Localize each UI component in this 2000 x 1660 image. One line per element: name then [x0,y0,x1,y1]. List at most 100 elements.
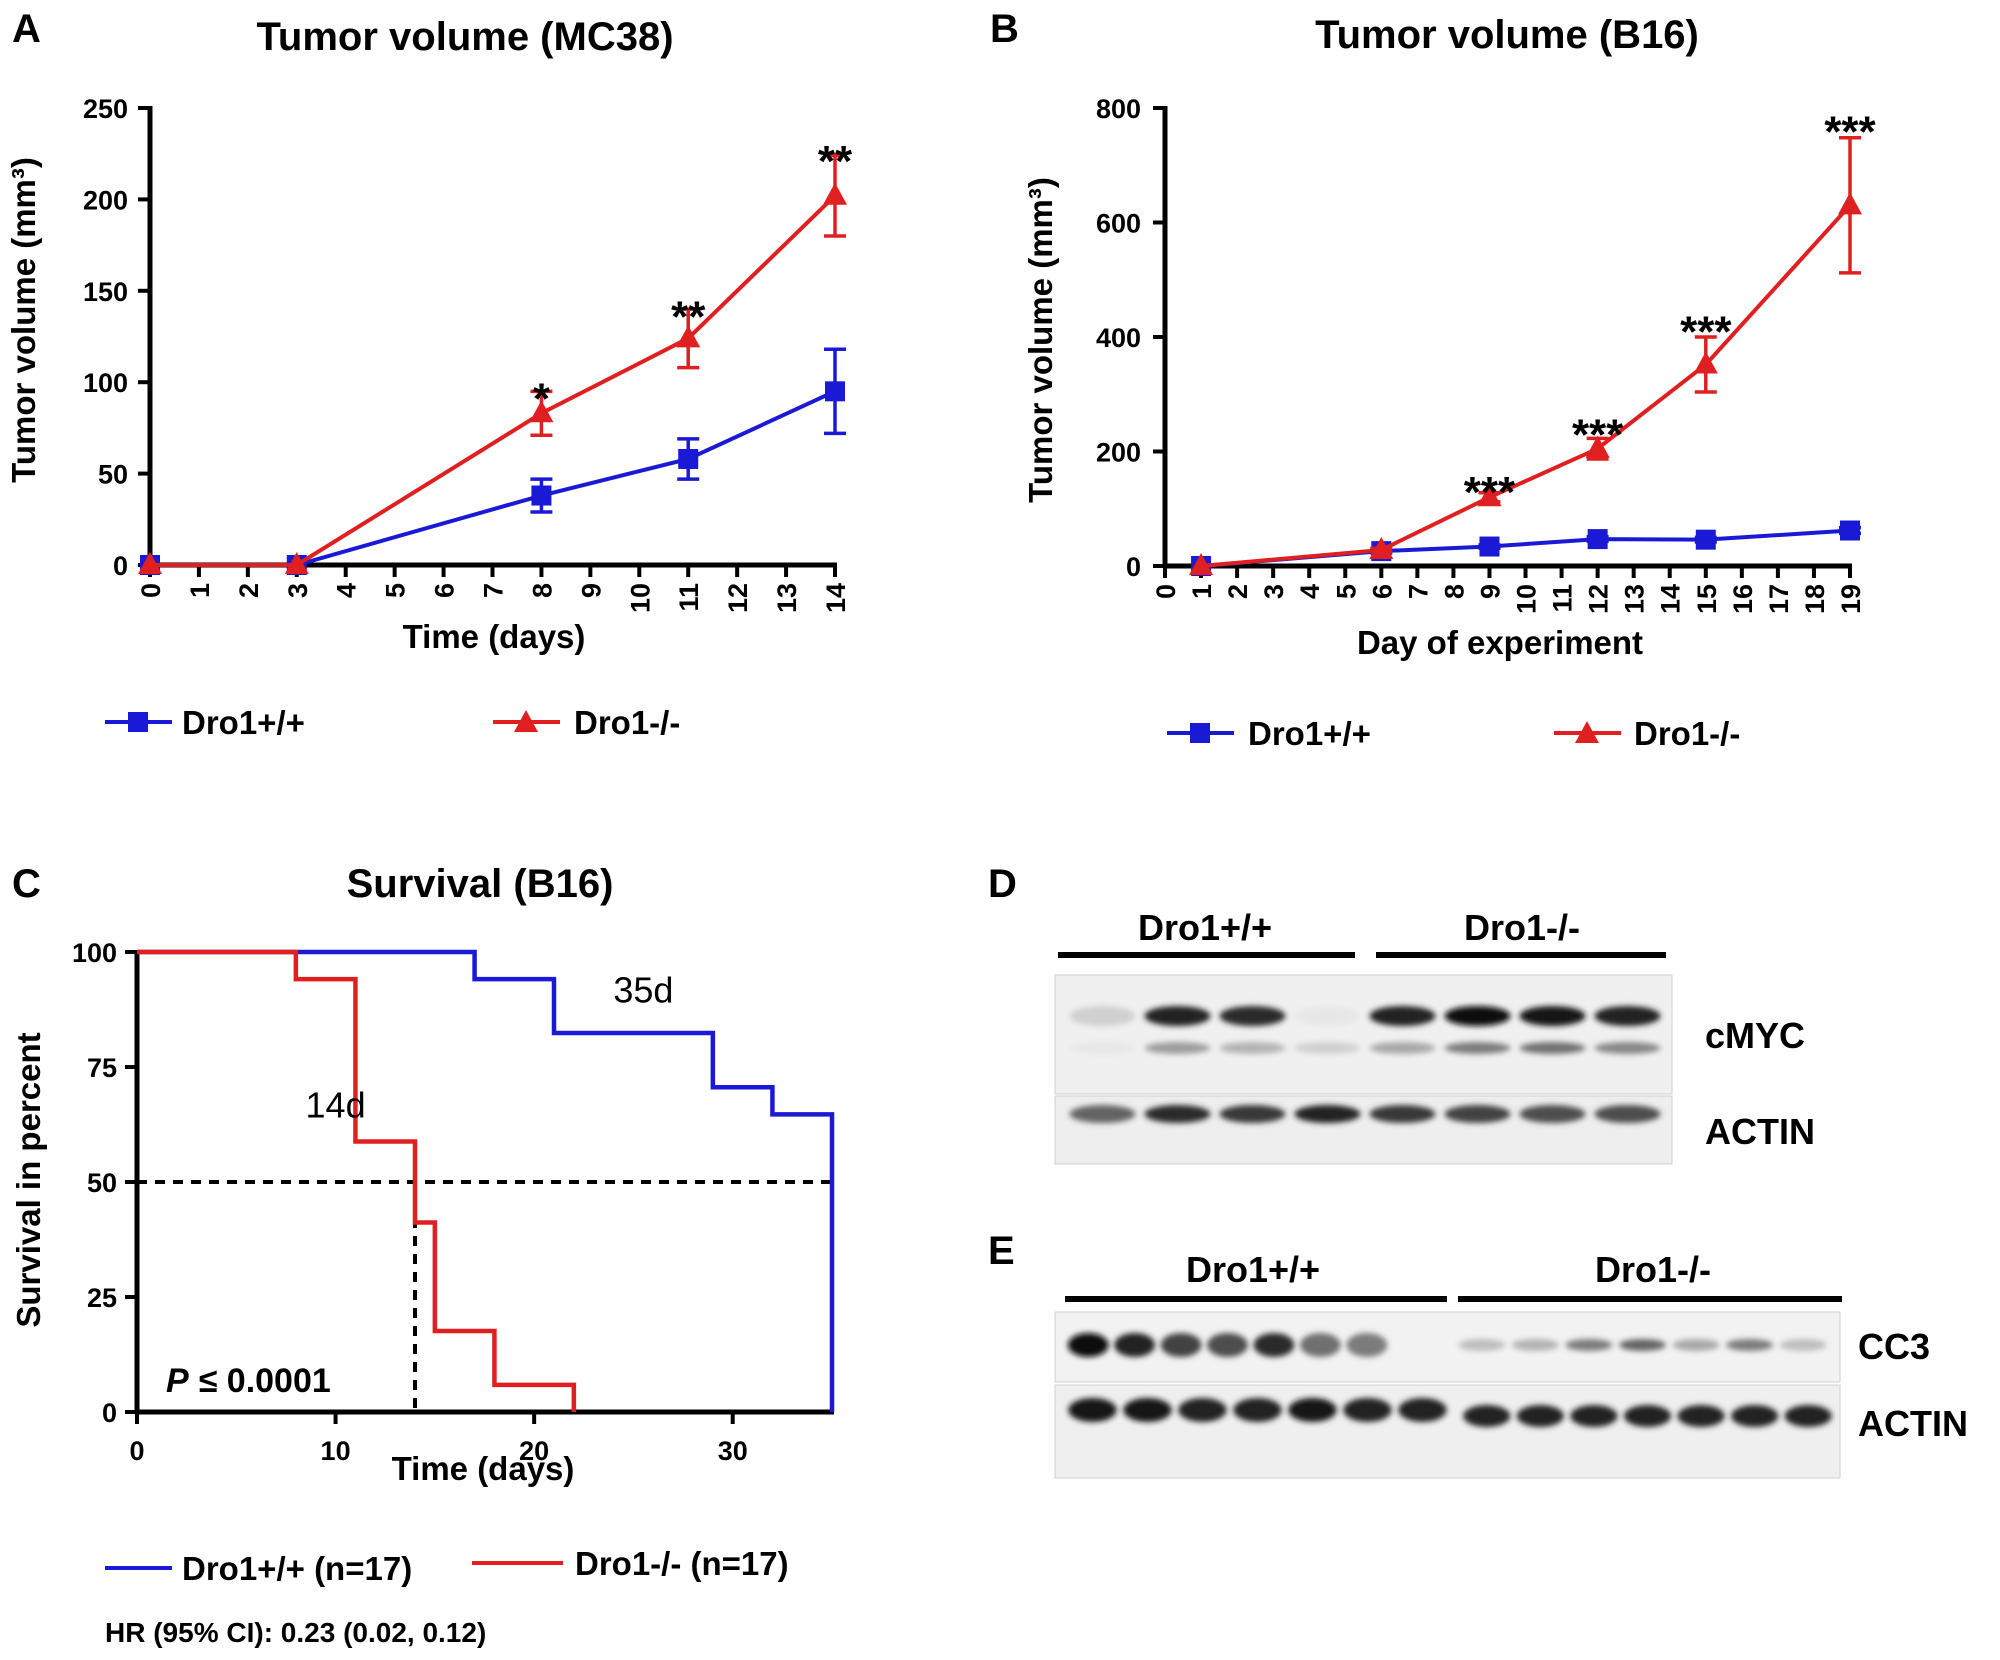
x-tick-label: 5 [1331,584,1361,599]
y-tick-label: 0 [1126,552,1141,582]
x-tick-label: 4 [332,583,362,598]
legend-a-ko-label: Dro1-/- [574,704,680,741]
chart-c-x-axis-label: Time (days) [392,1450,575,1487]
x-tick-label: 11 [1548,584,1578,613]
cc3-band [1299,1333,1341,1357]
y-tick-label: 800 [1096,94,1141,124]
cmyc-lower-band [1294,1042,1361,1054]
cmyc-band [1219,1006,1286,1026]
blot-d-row-cmyc: cMYC [1705,1015,1805,1056]
chart-c-hr-text: HR (95% CI): 0.23 (0.02, 0.12) [105,1617,486,1648]
cmyc-lower-band [1069,1042,1136,1054]
x-tick-label: 12 [1584,584,1614,614]
data-point [1840,520,1860,541]
x-tick-label: 10 [321,1436,351,1466]
chart-a-y-axis-label: Tumor volume (mm³) [5,157,42,483]
actin-band [1144,1105,1211,1123]
panel-a: A Tumor volume (MC38) 0 50 100 150 200 250 0 1… [5,7,853,741]
x-tick-label: 0 [1151,584,1181,599]
blot-d-bands [1069,1006,1661,1123]
significance-marker: *** [1680,308,1732,357]
actin-band [1068,1398,1117,1422]
y-tick-label: 200 [83,185,128,215]
data-point [529,400,554,423]
chart-b-y-tick-labels: 0 200 400 600 800 [1096,94,1141,582]
x-tick-label: 3 [283,583,313,598]
cc3-band [1565,1339,1613,1351]
chart-a-title: Tumor volume (MC38) [256,15,673,59]
legend-b-wt-marker [1190,723,1210,743]
legend-c-wt-label: Dro1+/+ (n=17) [182,1550,412,1587]
chart-c-title: Survival (B16) [347,862,614,906]
x-tick-label: 19 [1836,584,1866,614]
cmyc-band [1144,1006,1211,1026]
cmyc-lower-band [1444,1042,1511,1054]
x-tick-label: 1 [1187,584,1217,599]
data-point [1189,553,1214,575]
actin-band [1123,1398,1172,1422]
panel-label-c: C [12,862,41,906]
actin-band [1294,1105,1361,1123]
x-tick-label: 15 [1692,584,1722,614]
median-survival-label: 35d [613,970,673,1011]
significance-marker: * [533,375,551,424]
x-tick-label: 5 [381,583,411,598]
x-tick-label: 16 [1728,584,1758,614]
actin-band [1516,1405,1564,1427]
x-tick-label: 0 [129,1436,144,1466]
actin-band [1343,1398,1392,1422]
data-point [1693,351,1718,374]
cmyc-band [1369,1006,1436,1026]
chart-c-x-tick-labels: 0 10 20 30 [129,1436,747,1466]
y-tick-label: 600 [1096,209,1141,239]
cc3-band [1346,1333,1388,1357]
cc3-band [1160,1333,1202,1357]
y-tick-label: 100 [72,938,117,968]
chart-c-pvalue: P ≤ 0.0001 [166,1362,331,1400]
data-point [1695,529,1716,550]
panel-label-e: E [988,1229,1015,1273]
actin-band [1219,1105,1286,1123]
chart-b-marks: *** *** *** *** [1189,107,1877,576]
blot-d-ko-bar [1376,952,1666,958]
pvalue-text: ≤ 0.0001 [199,1362,331,1400]
blot-e-row-actin: ACTIN [1858,1403,1968,1444]
actin-band [1623,1405,1672,1427]
actin-band [1069,1105,1136,1123]
cmyc-band [1294,1006,1361,1026]
y-tick-label: 150 [83,277,128,307]
x-tick-label: 4 [1295,584,1325,599]
actin-band [1784,1405,1832,1427]
actin-band [1594,1105,1661,1123]
blot-e-row-cc3: CC3 [1858,1326,1930,1367]
data-point [1369,536,1394,559]
x-tick-label: 11 [674,583,704,612]
x-tick-label: 9 [1475,584,1505,599]
cmyc-band [1519,1006,1586,1026]
panel-d: D Dro1+/+ Dro1-/- cMYC ACTIN [988,862,1815,1165]
actin-band [1677,1405,1725,1427]
data-point [284,552,309,574]
x-tick-label: 17 [1764,584,1794,614]
y-tick-label: 200 [1096,438,1141,468]
y-tick-label: 100 [83,368,128,398]
x-tick-label: 8 [527,583,557,598]
survival-curve-dro1-ko [137,949,577,1412]
panel-e: E Dro1+/+ Dro1-/- CC3 ACTIN [988,1229,1968,1479]
y-tick-label: 75 [87,1053,117,1083]
x-tick-label: 3 [1259,584,1289,599]
data-point [1838,192,1862,215]
survival-curve-dro1-wt [137,949,835,1412]
actin-band [1463,1405,1511,1427]
blot-d-wt-bar [1058,952,1355,958]
significance-marker: *** [1572,411,1624,460]
series-line-dro1-wt [150,389,836,567]
y-tick-label: 50 [98,460,128,490]
significance-marker: ** [818,137,853,186]
data-point [1585,435,1610,458]
x-tick-label: 18 [1800,584,1830,614]
data-point [678,448,699,469]
chart-b-x-axis-label: Day of experiment [1357,624,1643,661]
chart-b-legend: Dro1+/+ Dro1-/- [1167,715,1740,752]
